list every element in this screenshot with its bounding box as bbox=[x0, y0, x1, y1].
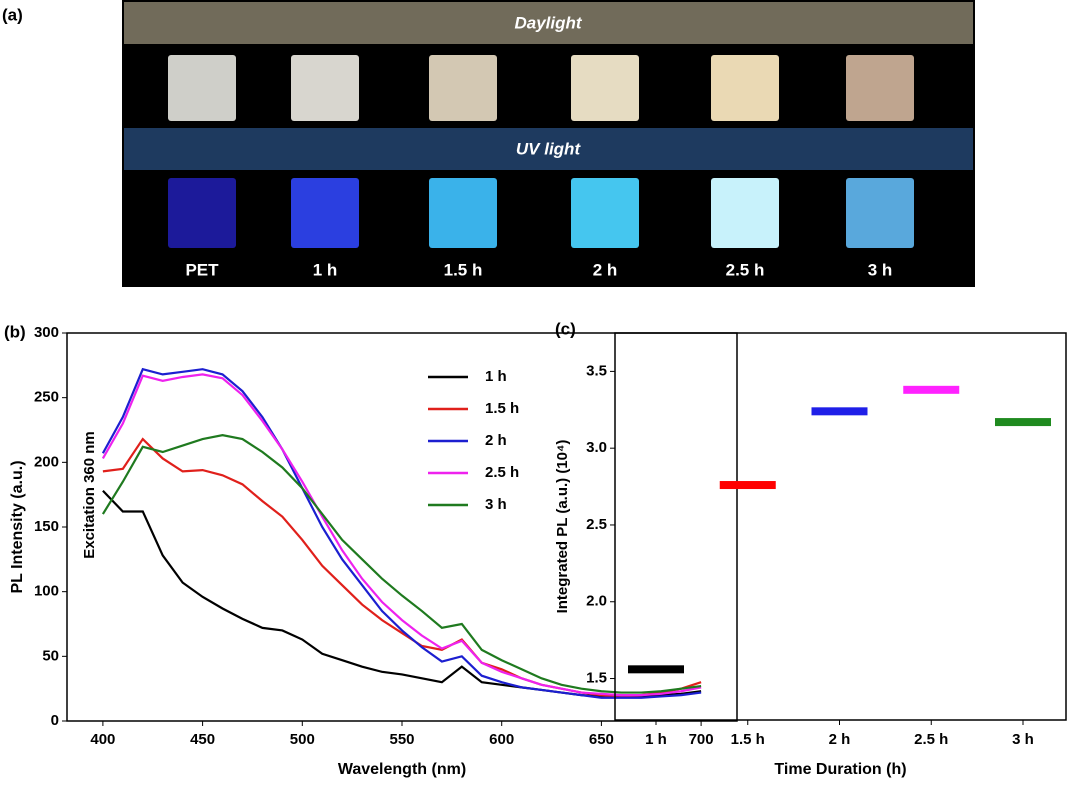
dash-marker bbox=[720, 481, 776, 489]
y-tick-label: 300 bbox=[34, 324, 59, 341]
y-tick-label: 250 bbox=[34, 389, 59, 406]
y-axis-label: PL Intensity (a.u.) bbox=[9, 460, 26, 593]
sample-label: 3 h bbox=[868, 260, 893, 279]
annotation: Excitation 360 nm bbox=[81, 431, 98, 559]
x-tick-label: 600 bbox=[489, 731, 514, 748]
line bbox=[103, 369, 701, 698]
x-tick-label: 3 h bbox=[1012, 731, 1034, 748]
plot-frame bbox=[67, 333, 737, 721]
x-tick-label: 400 bbox=[90, 731, 115, 748]
page: (a) Daylight UV light PET 1 h 1.5 h 2 h 2.5 … bbox=[0, 0, 1078, 787]
x-axis-label: Time Duration (h) bbox=[774, 761, 906, 778]
legend-label: 1.5 h bbox=[485, 400, 519, 417]
sample-uv bbox=[429, 178, 497, 248]
sample-uv bbox=[846, 178, 914, 248]
sample-daylight bbox=[846, 55, 914, 121]
sample-uv bbox=[168, 178, 236, 248]
dash-marker bbox=[628, 665, 684, 673]
panel-label: (b) bbox=[4, 322, 26, 341]
legend-label: 3 h bbox=[485, 496, 507, 513]
uv-label: UV light bbox=[516, 139, 582, 158]
x-tick-label: 1.5 h bbox=[731, 731, 765, 748]
y-tick-label: 150 bbox=[34, 518, 59, 535]
y-tick-label: 3.0 bbox=[586, 439, 607, 456]
figure: (a) Daylight UV light PET 1 h 1.5 h 2 h 2.5 … bbox=[0, 0, 1078, 782]
sample-label: 2.5 h bbox=[726, 260, 765, 279]
x-axis-label: Wavelength (nm) bbox=[338, 761, 466, 778]
panel-label: (a) bbox=[2, 5, 23, 24]
dash-marker bbox=[995, 418, 1051, 426]
y-tick-label: 50 bbox=[42, 647, 59, 664]
x-tick-label: 650 bbox=[589, 731, 614, 748]
x-tick-label: 1 h bbox=[645, 731, 667, 748]
y-tick-label: 2.0 bbox=[586, 593, 607, 610]
legend-label: 1 h bbox=[485, 368, 507, 385]
x-tick-label: 2 h bbox=[829, 731, 851, 748]
sample-daylight bbox=[571, 55, 639, 121]
x-tick-label: 500 bbox=[290, 731, 315, 748]
y-tick-label: 0 bbox=[51, 712, 59, 729]
sample-label: 2 h bbox=[593, 260, 618, 279]
panel-label: (c) bbox=[555, 319, 576, 338]
line bbox=[103, 439, 701, 696]
sample-daylight bbox=[429, 55, 497, 121]
y-tick-label: 1.5 bbox=[586, 670, 607, 687]
line bbox=[103, 491, 701, 697]
x-tick-label: 700 bbox=[689, 731, 714, 748]
y-tick-label: 3.5 bbox=[586, 362, 607, 379]
line bbox=[103, 435, 701, 692]
legend-label: 2 h bbox=[485, 432, 507, 449]
x-tick-label: 550 bbox=[389, 731, 414, 748]
dash-marker bbox=[812, 407, 868, 415]
sample-label: 1 h bbox=[313, 260, 338, 279]
sample-uv bbox=[571, 178, 639, 248]
sample-daylight bbox=[168, 55, 236, 121]
sample-label: PET bbox=[185, 260, 219, 279]
sample-uv bbox=[291, 178, 359, 248]
x-tick-label: 450 bbox=[190, 731, 215, 748]
plot-frame bbox=[615, 333, 1066, 720]
sample-uv bbox=[711, 178, 779, 248]
x-tick-label: 2.5 h bbox=[914, 731, 948, 748]
y-tick-label: 100 bbox=[34, 583, 59, 600]
daylight-label: Daylight bbox=[514, 13, 582, 32]
legend-label: 2.5 h bbox=[485, 464, 519, 481]
y-tick-label: 2.5 bbox=[586, 516, 607, 533]
y-tick-label: 200 bbox=[34, 453, 59, 470]
dash-marker bbox=[903, 386, 959, 394]
sample-daylight bbox=[711, 55, 779, 121]
y-axis-label: Integrated PL (a.u.) (10⁴) bbox=[554, 440, 571, 614]
line bbox=[103, 374, 701, 695]
sample-label: 1.5 h bbox=[444, 260, 483, 279]
sample-daylight bbox=[291, 55, 359, 121]
